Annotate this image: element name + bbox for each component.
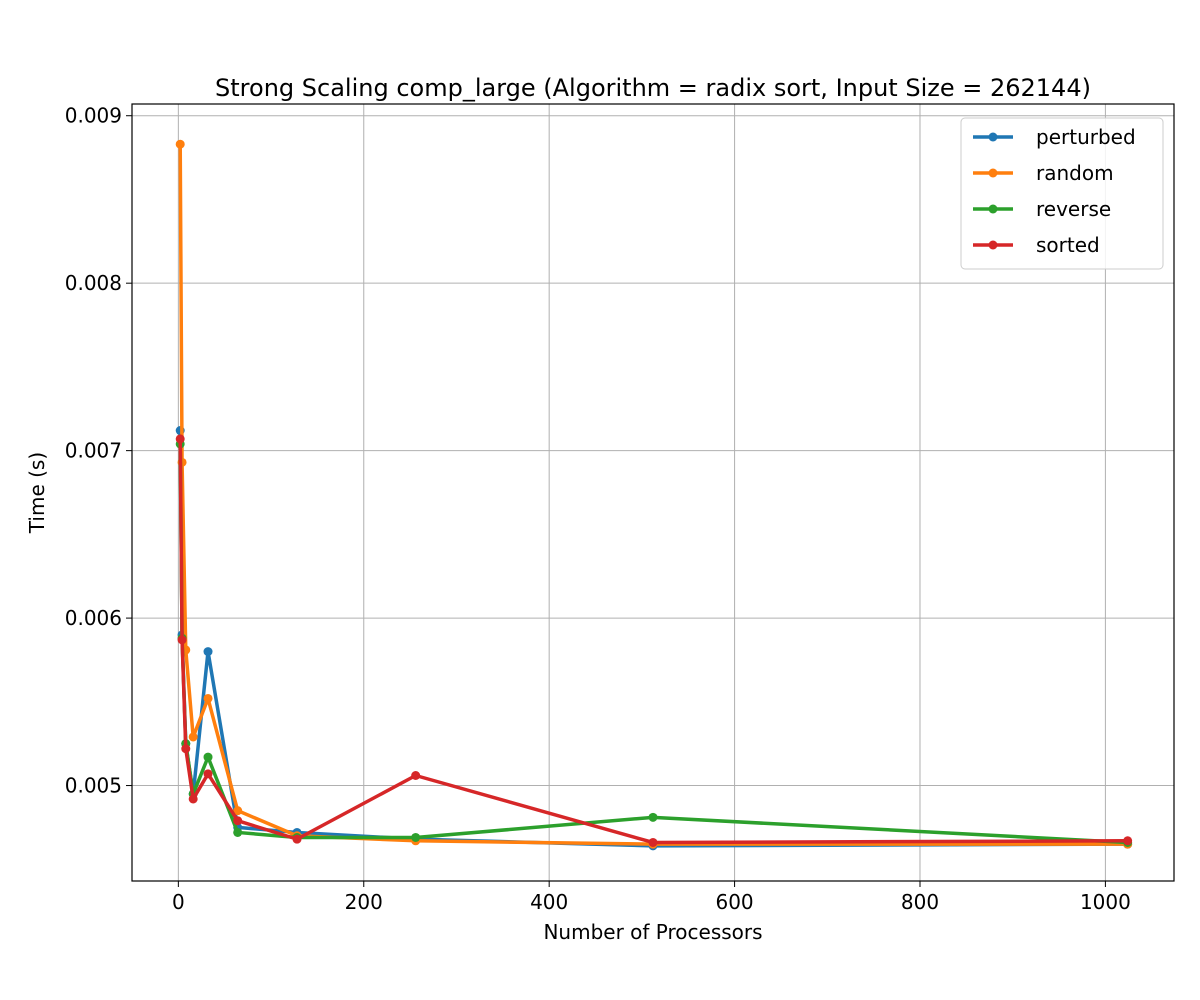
data-point-sorted <box>177 635 187 645</box>
y-tick-label: 0.006 <box>65 606 122 630</box>
data-point-sorted <box>175 434 185 444</box>
grid <box>132 104 1174 881</box>
chart-title: Strong Scaling comp_large (Algorithm = r… <box>215 74 1091 102</box>
data-point-reverse <box>648 812 658 822</box>
x-tick-label: 0 <box>172 890 185 914</box>
legend-marker <box>988 132 998 142</box>
data-point-sorted <box>203 769 213 779</box>
legend-item-reverse: reverse <box>973 197 1111 221</box>
legend-item-random: random <box>973 161 1114 185</box>
y-axis: 0.005 0.006 0.007 0.008 0.009 <box>65 104 132 798</box>
legend-marker <box>988 204 998 214</box>
legend-label: perturbed <box>1036 125 1136 149</box>
data-point-perturbed <box>203 647 213 657</box>
x-tick-label: 400 <box>530 890 568 914</box>
data-point-random <box>233 806 243 816</box>
data-point-sorted <box>648 837 658 847</box>
y-tick-label: 0.005 <box>65 774 122 798</box>
data-point-random <box>175 139 185 149</box>
x-tick-label: 200 <box>345 890 383 914</box>
y-axis-label: Time (s) <box>25 452 49 534</box>
series-line-random <box>178 144 1128 846</box>
series-line-sorted <box>178 438 1128 845</box>
data-point-sorted <box>292 834 302 844</box>
series-layer <box>175 139 1133 851</box>
x-axis-label: Number of Processors <box>543 920 762 944</box>
x-tick-label: 1000 <box>1080 890 1131 914</box>
legend-label: sorted <box>1036 233 1100 257</box>
y-tick-label: 0.009 <box>65 104 122 128</box>
legend-label: random <box>1036 161 1114 185</box>
x-tick-label: 800 <box>901 890 939 914</box>
legend-marker <box>988 240 998 250</box>
y-tick-label: 0.008 <box>65 271 122 295</box>
data-point-sorted <box>188 794 198 804</box>
data-point-sorted <box>233 816 243 826</box>
x-tick-label: 600 <box>715 890 753 914</box>
legend: perturbed random reverse sorted <box>960 117 1164 270</box>
data-point-reverse <box>203 752 213 762</box>
x-axis: 0 200 400 600 800 1000 <box>172 881 1131 914</box>
data-point-random <box>188 732 198 742</box>
legend-item-sorted: sorted <box>973 233 1100 257</box>
data-point-random <box>203 693 213 703</box>
data-point-sorted <box>1123 836 1133 846</box>
data-point-sorted <box>181 744 191 754</box>
series-sorted <box>175 434 1133 847</box>
legend-label: reverse <box>1036 197 1111 221</box>
data-point-reverse <box>411 832 421 842</box>
data-point-reverse <box>233 827 243 837</box>
legend-marker <box>988 168 998 178</box>
legend-box <box>960 117 1164 270</box>
plot-frame <box>131 103 1175 882</box>
legend-item-perturbed: perturbed <box>973 125 1136 149</box>
y-tick-label: 0.007 <box>65 439 122 463</box>
data-point-sorted <box>411 771 421 781</box>
